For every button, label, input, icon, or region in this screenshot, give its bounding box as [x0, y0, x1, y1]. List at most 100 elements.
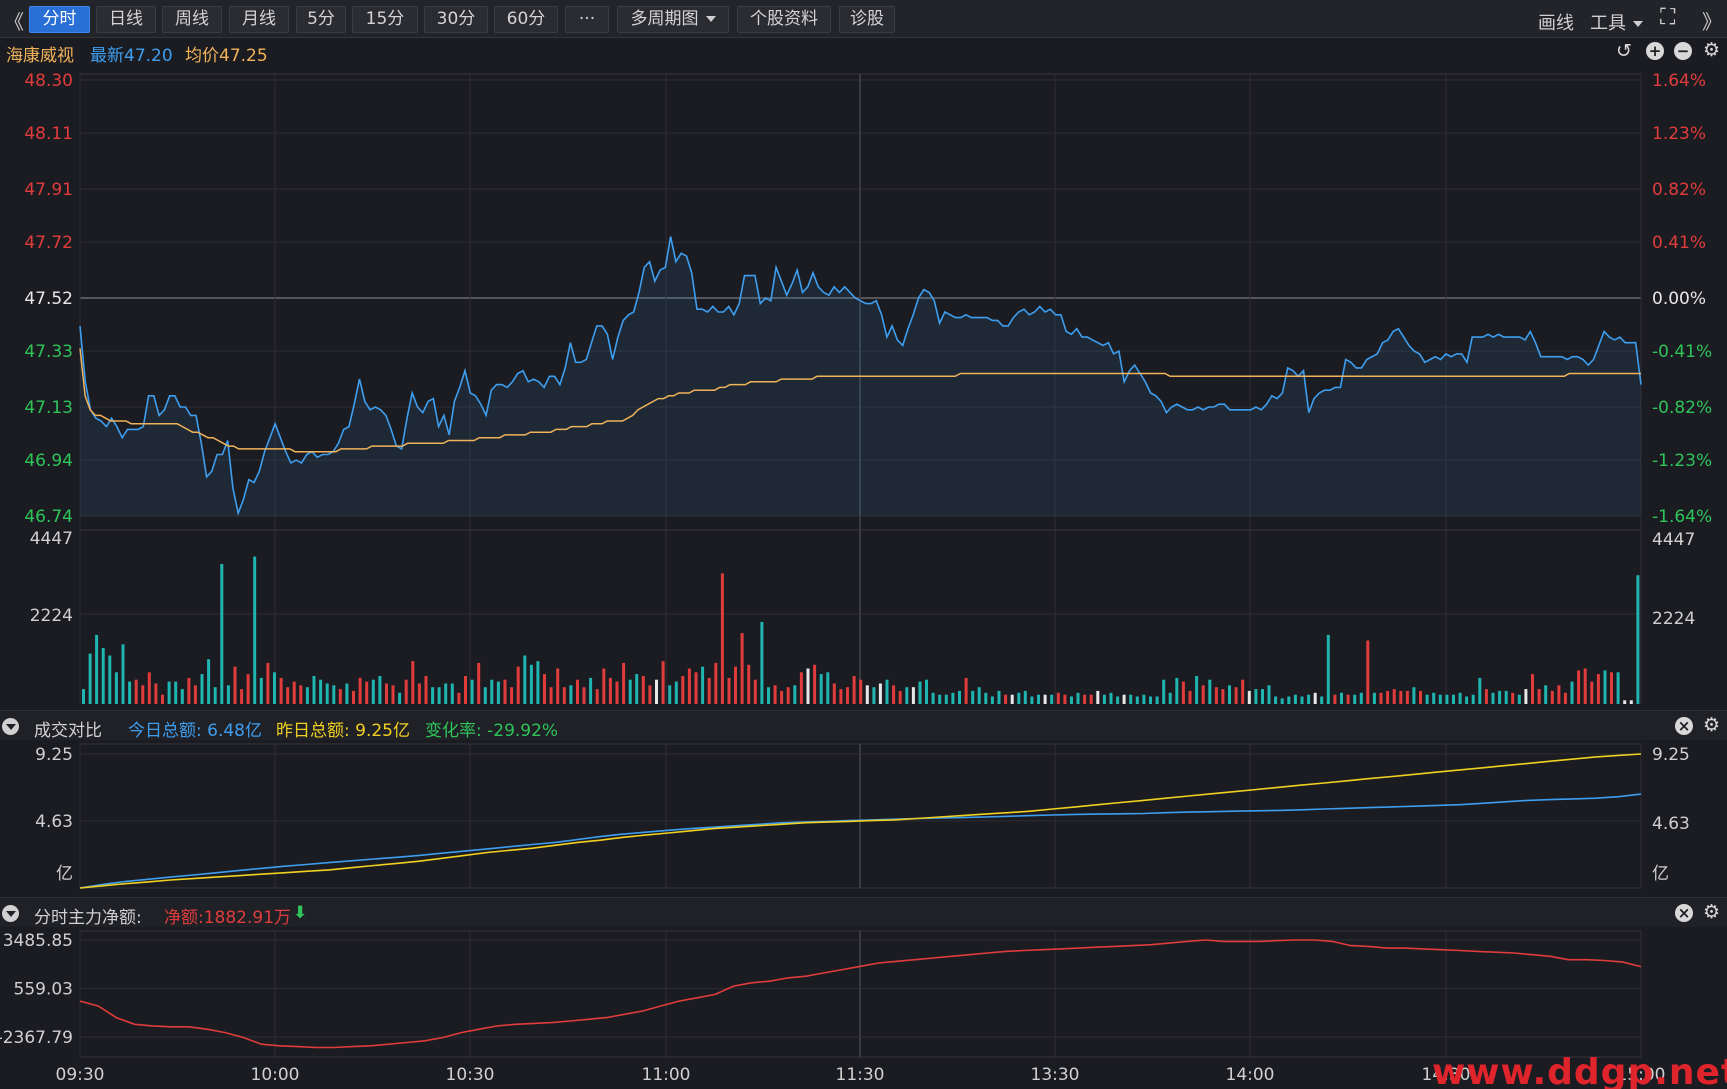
- volume-bar: [1379, 692, 1383, 704]
- price-tick-label: 47.52: [24, 289, 73, 309]
- intraday-price-chart[interactable]: 48.30 1.64% 48.11 1.23% 47.91 0.82% 47.72 0.41%…: [0, 64, 1727, 710]
- volume-bar: [1583, 668, 1587, 704]
- zoom-in-icon[interactable]: +: [1646, 42, 1664, 60]
- collapse-toggle-icon[interactable]: [2, 905, 19, 922]
- volume-bar: [207, 659, 211, 704]
- close-icon[interactable]: ×: [1675, 904, 1693, 922]
- period-button-7[interactable]: 60分: [494, 6, 558, 33]
- volume-tick-label: 4447: [30, 529, 73, 549]
- volume-bar: [226, 685, 230, 704]
- volume-bar: [95, 634, 99, 704]
- period-button-8[interactable]: ···: [565, 6, 609, 33]
- volume-bar: [1452, 694, 1455, 704]
- volume-bar: [1458, 692, 1462, 704]
- volume-bar: [1162, 679, 1166, 704]
- settings-gear-icon[interactable]: ⚙: [1703, 39, 1721, 61]
- volume-bar: [437, 687, 441, 704]
- volume-bar: [134, 679, 138, 704]
- period-button-9[interactable]: 多周期图: [617, 6, 729, 33]
- volume-bar: [1181, 681, 1185, 704]
- volume-bar: [859, 679, 863, 704]
- volume-bar: [213, 687, 217, 704]
- volume-bar: [1590, 681, 1594, 704]
- compare-tick-label: 9.25: [1652, 745, 1690, 765]
- volume-bar: [1023, 690, 1027, 704]
- watermark: www.ddgp.net: [1432, 1052, 1727, 1089]
- settings-gear-icon[interactable]: ⚙: [1703, 714, 1721, 736]
- compare-unit-label: 亿: [1652, 864, 1669, 884]
- volume-bar: [523, 655, 527, 704]
- volume-bar: [101, 648, 105, 704]
- volume-bar: [1537, 689, 1541, 704]
- volume-bar: [1425, 694, 1429, 704]
- volume-bar: [516, 666, 520, 704]
- collapse-toggle-icon[interactable]: [2, 718, 19, 735]
- compare-tick-label: 4.63: [1652, 814, 1690, 834]
- zoom-out-icon[interactable]: −: [1674, 42, 1692, 60]
- volume-bar: [1300, 696, 1304, 704]
- volume-bar: [1504, 690, 1508, 704]
- volume-bar: [490, 679, 494, 704]
- volume-bar: [174, 681, 178, 704]
- flow-tick-label: -2367.79: [0, 1028, 73, 1048]
- volume-bar: [1623, 700, 1627, 704]
- period-button-4[interactable]: 5分: [296, 6, 346, 33]
- volume-bar: [154, 683, 158, 704]
- volume-bar: [305, 687, 309, 704]
- volume-bar: [161, 694, 164, 704]
- volume-bar: [299, 685, 303, 704]
- volume-bar: [338, 689, 342, 704]
- volume-bar: [82, 689, 85, 704]
- volume-bar: [1129, 694, 1133, 704]
- tools-menu[interactable]: 工具: [1590, 9, 1643, 35]
- draw-line-button[interactable]: 画线: [1538, 13, 1574, 34]
- volume-bar: [931, 692, 935, 704]
- pct-tick-label: 0.82%: [1652, 180, 1706, 200]
- volume-bar: [1465, 696, 1469, 704]
- undo-icon[interactable]: ↺: [1616, 40, 1632, 62]
- volume-bar: [608, 677, 612, 704]
- volume-bar: [799, 672, 803, 704]
- volume-bar: [1484, 689, 1488, 704]
- volume-bar: [846, 687, 849, 704]
- volume-bar: [352, 690, 355, 704]
- scroll-right-icon[interactable]: 》: [1702, 10, 1722, 34]
- volume-bar: [655, 679, 658, 704]
- settings-gear-icon[interactable]: ⚙: [1703, 901, 1721, 923]
- volume-bar: [1195, 676, 1199, 704]
- period-button-11[interactable]: 诊股: [839, 6, 895, 33]
- volume-bar: [1405, 690, 1409, 704]
- price-info-bar: 海康威视 最新47.20 均价47.25 ↺ + − ⚙: [0, 38, 1727, 66]
- period-button-10[interactable]: 个股资料: [737, 6, 831, 33]
- volume-bar: [1221, 689, 1225, 704]
- volume-bar: [1149, 696, 1152, 704]
- volume-bar: [727, 677, 731, 704]
- period-button-2[interactable]: 周线: [162, 6, 222, 33]
- volume-bar: [1168, 692, 1172, 704]
- volume-bar: [1445, 694, 1449, 704]
- scroll-left-icon[interactable]: 《: [4, 10, 24, 34]
- volume-bar: [641, 676, 645, 704]
- fullscreen-icon[interactable]: ⛶: [1660, 5, 1676, 30]
- time-axis-label: 10:00: [251, 1065, 300, 1085]
- volume-bar: [200, 674, 204, 704]
- net-flow-chart[interactable]: 3485.85 559.03 -2367.79 09:30 10:00 10:30 11:0…: [0, 927, 1727, 1089]
- volume-bar: [1629, 700, 1633, 704]
- volume-bar: [707, 677, 711, 704]
- volume-bar: [1392, 689, 1396, 704]
- period-button-3[interactable]: 月线: [229, 6, 289, 33]
- volume-bar: [444, 683, 448, 704]
- period-button-1[interactable]: 日线: [96, 6, 156, 33]
- volume-bar: [681, 676, 685, 704]
- volume-bar: [826, 672, 830, 704]
- period-button-0[interactable]: 分时: [29, 6, 90, 33]
- volume-bar: [1511, 692, 1515, 704]
- close-icon[interactable]: ×: [1675, 717, 1693, 735]
- volume-bar: [1214, 687, 1218, 704]
- turnover-compare-chart[interactable]: 9.25 4.63 亿 9.25 4.63 亿: [0, 740, 1727, 898]
- volume-bar: [1372, 692, 1376, 704]
- period-button-6[interactable]: 30分: [424, 6, 488, 33]
- volume-bar: [266, 662, 270, 704]
- net-amount-label: 净额:1882.91万: [164, 908, 292, 928]
- period-button-5[interactable]: 15分: [352, 6, 418, 33]
